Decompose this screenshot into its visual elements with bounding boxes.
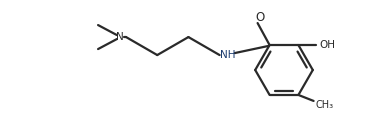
Text: N: N bbox=[116, 32, 124, 42]
Text: OH: OH bbox=[319, 40, 335, 50]
Text: NH: NH bbox=[220, 50, 236, 60]
Text: CH₃: CH₃ bbox=[316, 100, 334, 110]
Text: O: O bbox=[255, 11, 264, 23]
